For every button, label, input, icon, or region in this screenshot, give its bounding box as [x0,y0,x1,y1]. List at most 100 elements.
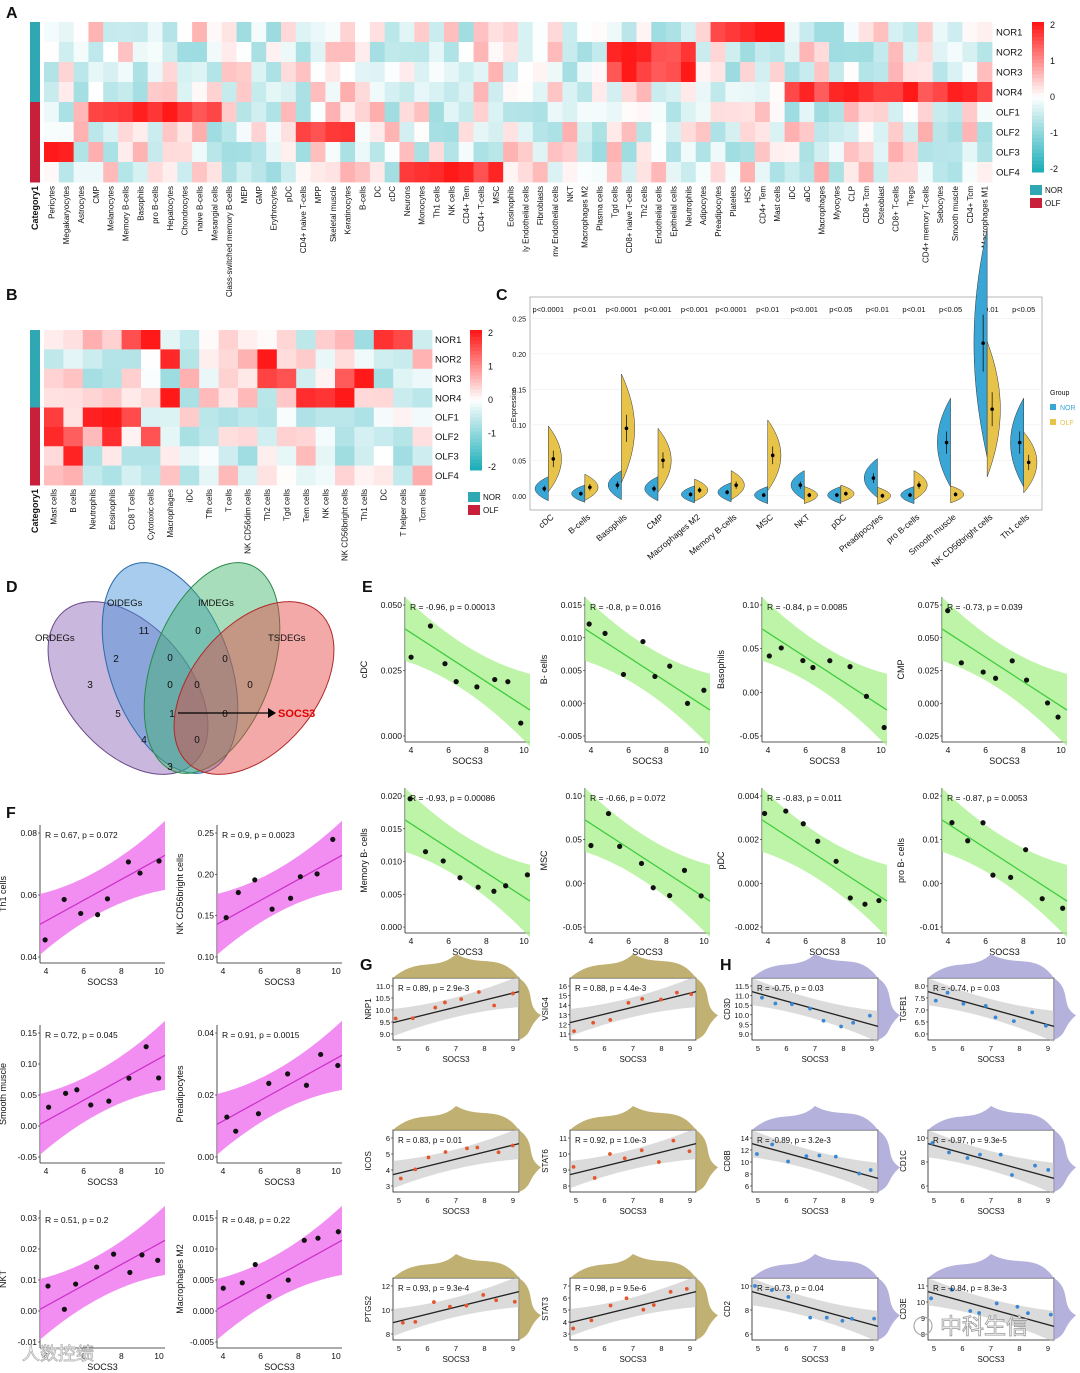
heatmap-cell [147,42,163,63]
row-label: OLF1 [435,413,459,424]
y-tick-label: 0.06 [20,890,37,900]
regression-line [927,1143,1055,1179]
mean-point-olf [624,426,629,431]
heatmap-cell [160,349,181,370]
x-tick-label: 6 [81,966,86,976]
marginal-density-y [878,1278,900,1340]
x-axis-label: SOCS3 [264,977,295,987]
regression-line [941,819,1068,902]
heatmap-cell [199,368,219,389]
correlation-stat: R = 0.67, p = 0.072 [45,830,118,840]
color-scale-segment [470,358,482,362]
heatmap-cell [695,162,711,183]
heatmap-cell [903,82,919,103]
data-point [766,653,772,659]
data-point [223,915,229,921]
data-point [755,1152,759,1156]
heatmap-cell [160,330,181,350]
y-tick-label: 11.0 [735,992,749,1001]
mean-point-nor [688,492,693,497]
heatmap-cell [577,62,593,83]
marginal-density-x [393,954,519,978]
data-point [824,1315,829,1320]
x-tick-label: 9 [1046,1196,1050,1205]
y-tick-label: 9.0 [739,1030,749,1039]
legend-label-nor: NOR [1060,405,1076,412]
confidence-band [752,1278,878,1342]
heatmap-cell [58,142,75,163]
x-tick-label: 4 [44,966,49,976]
heatmap-cell [429,22,445,43]
heatmap-cell [429,102,445,123]
x-axis-label: SOCS3 [452,756,483,766]
marginal-density-x [928,1254,1054,1278]
heatmap-cell [414,162,430,183]
column-label: Neutrophils [684,186,693,226]
heatmap-cell [399,42,415,63]
heatmap-cell [393,426,413,447]
heatmap-cell [121,330,142,350]
marginal-density-x [570,1254,696,1278]
heatmap-cell [192,82,208,103]
data-point [443,1150,448,1154]
heatmap-cell [621,62,637,83]
heatmap-cell [518,62,534,83]
y-tick-label: 12 [382,1282,390,1291]
heatmap-cell [814,62,830,83]
mean-point-olf [880,494,885,498]
heatmap-cell [335,407,355,428]
panel-letter-d: D [6,579,18,596]
y-tick-label: 10.0 [734,1011,749,1020]
heatmap-cell [814,82,830,103]
heatmap-cell [503,82,519,103]
heatmap-cell [58,42,75,63]
marginal-density-y [696,1278,718,1340]
heatmap-cell [814,22,830,43]
mean-point-olf [953,492,958,497]
color-scale-segment [470,344,482,348]
heatmap-cell [917,102,934,123]
x-axis-label: SOCS3 [809,947,840,957]
legend-label-olf: OLF [483,506,499,515]
regression-line [404,628,531,711]
column-label: CD8+ T-cells [892,186,901,232]
heatmap-cell [680,42,697,63]
heatmap-cell [473,62,489,83]
regression-line [584,628,711,711]
violin-nor [937,397,951,488]
heatmap-cell [947,62,963,83]
y-tick-label: 8.0 [915,982,925,991]
heatmap-cell [296,388,316,408]
y-axis-label: STAT6 [541,1149,550,1173]
regression-line [216,1239,343,1310]
color-scale-segment [470,449,482,453]
data-point [252,1261,258,1268]
mean-point-olf [917,483,921,487]
heatmap-cell [335,330,355,350]
heatmap-cell [473,22,489,43]
heatmap-cell [335,368,355,389]
y-tick-label: 3 [386,1182,390,1191]
heatmap-cell [118,162,134,183]
heatmap-cell [636,22,652,43]
correlation-stat: R = 0.98, p = 9.5e-6 [575,1284,647,1293]
color-scale-segment [1032,33,1044,38]
column-label: Monocytes [418,186,427,225]
panel-c-violin-plot: C0.000.050.100.150.200.25Expressionp<0.0… [496,229,1076,569]
data-point [464,1303,469,1308]
heatmap-cell [177,162,193,183]
heatmap-cell [44,122,60,143]
heatmap-cell [412,465,433,486]
heatmap-cell [257,368,278,389]
heatmap-cell [755,42,771,63]
data-point [239,1280,245,1286]
heatmap-cell [218,349,239,370]
data-point [63,1090,69,1096]
heatmap-cell [547,102,563,123]
data-point [968,1309,973,1313]
heatmap-cell [858,62,874,83]
color-scale-segment [1032,89,1044,94]
data-point [965,1156,970,1160]
heatmap-cell [799,82,815,103]
data-point [930,1141,935,1145]
